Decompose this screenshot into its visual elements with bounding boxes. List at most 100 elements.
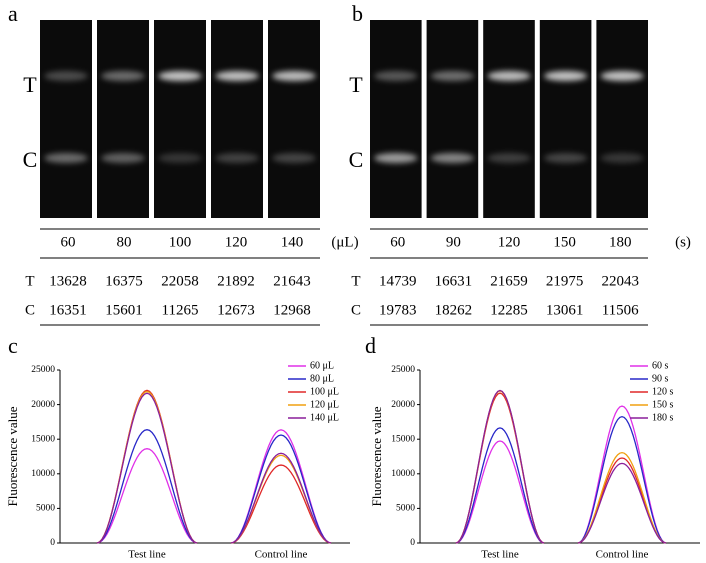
legend-label: 60 s <box>652 360 669 371</box>
panel-letter: d <box>365 333 376 358</box>
table-cell: 21643 <box>273 273 311 289</box>
test-strip <box>426 20 479 218</box>
y-tick-label: 5000 <box>36 504 55 514</box>
table-cell: 11506 <box>602 302 639 318</box>
peak-curve <box>230 452 332 544</box>
strip-band <box>272 71 316 81</box>
y-tick-label: 0 <box>410 538 415 548</box>
x-tick-label: Test line <box>128 549 166 561</box>
table-cell: 16375 <box>105 273 143 289</box>
test-strip <box>539 20 592 218</box>
test-strip <box>268 20 320 218</box>
strip-label: T <box>349 72 363 97</box>
peak-curve <box>577 457 667 544</box>
test-strip <box>97 20 149 218</box>
strip-band <box>158 153 202 163</box>
table-cell: 12968 <box>273 302 311 318</box>
test-strip <box>211 20 263 218</box>
peak-curve <box>455 427 545 544</box>
legend-label: 120 μL <box>310 399 339 410</box>
strip-band <box>600 153 644 163</box>
peak-curve <box>230 434 332 544</box>
peak-curve <box>96 392 198 544</box>
column-header: 90 <box>446 234 461 250</box>
strip-band <box>44 153 88 163</box>
peak-curve <box>577 415 667 544</box>
row-label: T <box>351 273 360 289</box>
legend-label: 150 s <box>652 399 674 410</box>
strip-band <box>215 71 259 81</box>
y-tick-label: 0 <box>50 538 55 548</box>
test-strip <box>483 20 535 218</box>
table-cell: 16351 <box>49 302 87 318</box>
test-strip <box>596 20 648 218</box>
strip-band <box>272 153 316 163</box>
peak-curve <box>455 440 545 544</box>
table-cell: 15601 <box>105 302 143 318</box>
y-tick-label: 15000 <box>31 434 55 444</box>
table-cell: 13628 <box>49 273 87 289</box>
strip-band <box>487 71 531 81</box>
strip-band <box>430 71 475 81</box>
table-cell: 21975 <box>546 273 584 289</box>
strip-band <box>543 71 588 81</box>
table-cell: 13061 <box>546 302 584 318</box>
strip-band <box>158 71 202 81</box>
strip-band <box>374 153 418 163</box>
panel-letter: a <box>8 1 18 26</box>
table-cell: 19783 <box>379 302 417 318</box>
y-tick-label: 15000 <box>391 434 415 444</box>
table-cell: 21892 <box>217 273 255 289</box>
peak-curve <box>455 389 545 544</box>
table-cell: 14739 <box>379 273 417 289</box>
strip-band <box>600 71 644 81</box>
y-tick-label: 25000 <box>391 365 415 375</box>
strip-band <box>487 153 531 163</box>
legend-label: 60 μL <box>310 360 334 371</box>
column-header: 120 <box>225 234 248 250</box>
column-header: 180 <box>609 234 632 250</box>
peak-curve <box>96 448 198 544</box>
strip-band <box>101 71 145 81</box>
legend-label: 140 μL <box>310 412 339 423</box>
panel-letter: b <box>352 1 363 26</box>
strip-band <box>374 71 418 81</box>
strip-label: T <box>23 72 37 97</box>
y-tick-label: 20000 <box>31 400 55 410</box>
y-axis-label: Fluorescence value <box>369 406 384 506</box>
column-header: 100 <box>169 234 192 250</box>
strip-label: C <box>349 147 364 172</box>
table-cell: 21659 <box>490 273 528 289</box>
x-tick-label: Control line <box>596 549 649 561</box>
row-label: C <box>351 302 361 318</box>
y-tick-label: 10000 <box>391 469 415 479</box>
y-tick-label: 25000 <box>31 365 55 375</box>
strip-band <box>543 153 588 163</box>
column-header: 120 <box>498 234 521 250</box>
legend-label: 180 s <box>652 412 674 423</box>
legend-label: 80 μL <box>310 373 334 384</box>
legend-label: 120 s <box>652 386 674 397</box>
column-header: 60 <box>390 234 405 250</box>
column-header: 150 <box>553 234 576 250</box>
column-header: 60 <box>61 234 76 250</box>
panel-letter: c <box>8 333 18 358</box>
column-header: 80 <box>117 234 132 250</box>
unit-label: (μL) <box>331 234 358 250</box>
y-tick-label: 20000 <box>391 400 415 410</box>
y-tick-label: 10000 <box>31 469 55 479</box>
strip-band <box>215 153 259 163</box>
peak-curve <box>577 405 667 544</box>
strip-band <box>430 153 475 163</box>
table-cell: 12285 <box>490 302 528 318</box>
legend-label: 100 μL <box>310 386 339 397</box>
table-cell: 22058 <box>161 273 199 289</box>
peak-curve <box>230 464 332 544</box>
unit-label: (s) <box>675 234 691 250</box>
row-label: T <box>25 273 34 289</box>
x-tick-label: Test line <box>481 549 519 561</box>
table-cell: 16631 <box>435 273 473 289</box>
column-header: 140 <box>281 234 304 250</box>
